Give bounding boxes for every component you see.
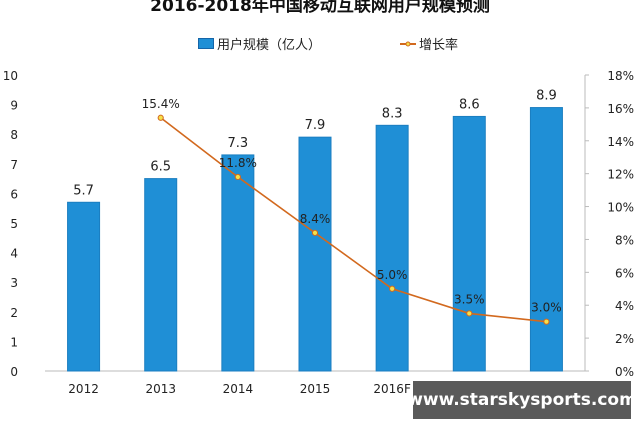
legend-label: 用户规模（亿人） — [217, 38, 322, 53]
growth-data-label: 3.5% — [454, 292, 485, 306]
watermark: www.starskysports.com — [407, 381, 637, 419]
legend-item-users: 用户规模（亿人） — [198, 34, 321, 53]
y-right-tick-label: 14% — [607, 135, 634, 149]
bar-data-label: 7.9 — [305, 118, 326, 133]
y-left-tick-label: 7 — [10, 158, 18, 172]
growth-point — [311, 229, 319, 236]
bar-data-label: 8.3 — [382, 106, 403, 121]
legend-label: 增长率 — [419, 38, 459, 53]
x-tick-label: 2014 — [223, 382, 254, 396]
y-left-tick-label: 3 — [10, 276, 18, 290]
y-right-tick-label: 4% — [615, 299, 634, 313]
y-left-tick-label: 10 — [3, 69, 18, 83]
y-left-tick-label: 4 — [10, 247, 18, 261]
y-right-tick-label: 8% — [615, 233, 634, 247]
bar — [452, 115, 486, 372]
y-right-tick-label: 18% — [607, 69, 634, 83]
x-tick-label: 2013 — [145, 382, 176, 396]
y-left-tick-label: 9 — [10, 99, 18, 113]
y-right-tick-label: 10% — [607, 201, 634, 215]
legend-line-swatch — [400, 41, 416, 46]
growth-data-label: 5.0% — [377, 268, 408, 282]
growth-data-label: 11.8% — [219, 156, 257, 170]
growth-point — [234, 173, 241, 181]
chart-title: 2016-2018年中国移动互联网用户规模预测 — [150, 0, 490, 16]
bar-data-label: 6.5 — [150, 160, 171, 175]
legend-item-growth: 增长率 — [400, 34, 458, 53]
growth-point — [466, 310, 473, 317]
growth-point — [157, 114, 164, 121]
growth-data-label: 8.4% — [300, 212, 331, 226]
x-tick-label: 2015 — [300, 382, 331, 396]
y-right-tick-label: 12% — [607, 168, 634, 182]
growth-line — [160, 117, 547, 323]
y-left-tick-label: 5 — [10, 217, 18, 231]
bar — [144, 178, 178, 372]
y-left-tick-label: 2 — [10, 306, 18, 320]
bar-data-label: 8.6 — [459, 97, 480, 112]
x-tick-label: 2012 — [68, 382, 99, 396]
x-tick-label: 2016F — [373, 382, 411, 396]
bar — [67, 201, 101, 372]
bar — [221, 154, 255, 372]
growth-data-label: 15.4% — [142, 97, 180, 111]
bar — [375, 124, 409, 372]
y-right-tick-label: 0% — [615, 365, 634, 379]
bar-data-label: 5.7 — [73, 183, 94, 198]
y-right-tick-label: 2% — [615, 332, 634, 346]
bar-data-label: 7.3 — [228, 136, 249, 151]
bar-data-label: 8.9 — [536, 89, 557, 104]
legend-bar-swatch — [198, 38, 214, 49]
bar — [529, 107, 563, 372]
y-left-tick-label: 0 — [10, 365, 18, 379]
growth-point — [543, 318, 550, 325]
y-left-tick-label: 1 — [10, 335, 18, 349]
growth-data-label: 3.0% — [531, 301, 562, 315]
growth-point — [389, 285, 396, 292]
y-right-tick-label: 6% — [615, 266, 634, 280]
y-left-tick-label: 6 — [10, 187, 18, 201]
bar — [298, 136, 332, 372]
y-right-tick-label: 16% — [607, 102, 634, 116]
y-left-tick-label: 8 — [10, 128, 18, 142]
